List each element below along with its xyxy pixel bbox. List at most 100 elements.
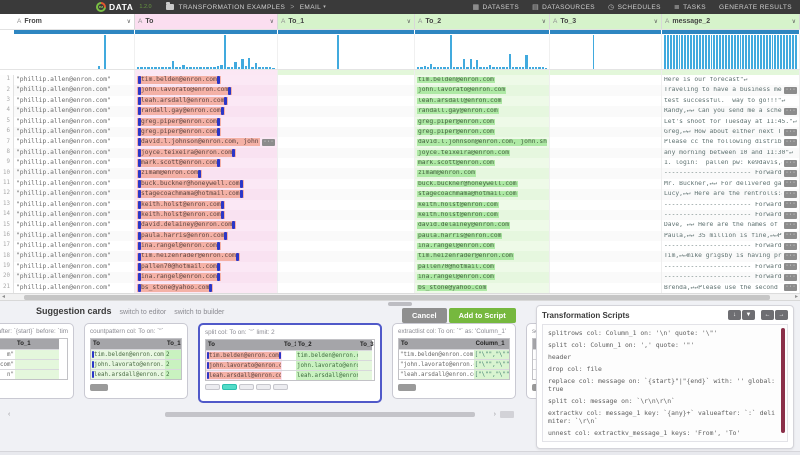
cell-to-3[interactable] [550, 261, 662, 273]
cell-to-3[interactable] [550, 241, 662, 252]
histogram-bar[interactable] [751, 35, 754, 69]
to2-highlighted-value[interactable]: ina.rangel@enron.com [417, 243, 495, 250]
histogram-bar[interactable] [675, 35, 678, 69]
histogram-bar[interactable] [742, 35, 745, 69]
histogram-bar[interactable] [433, 66, 436, 69]
cell-message-2[interactable]: Here is our forecast"↵ [662, 75, 800, 86]
cell-to[interactable]: buck.buckner@honeywell.com [135, 178, 278, 190]
cell-from[interactable]: "phillip.allen@enron.com" [14, 189, 135, 200]
histogram-bar[interactable] [492, 67, 495, 69]
cell-to-2[interactable]: randall.gay@enron.com [415, 106, 550, 117]
histogram-bar[interactable] [336, 35, 339, 69]
cell-to-2[interactable]: david.delainey@enron.com [415, 220, 550, 231]
cancel-button[interactable]: Cancel [402, 308, 447, 323]
histogram-bar[interactable] [525, 55, 528, 69]
histogram-bar[interactable] [791, 35, 794, 69]
histogram-bar[interactable] [426, 66, 430, 69]
to-highlighted-value[interactable]: keith.holst@enron.com [137, 200, 225, 209]
histogram-bar[interactable] [453, 66, 456, 69]
histogram-bar[interactable] [754, 35, 756, 69]
histogram-bar[interactable] [748, 35, 751, 69]
cell-to-2[interactable]: ina.rangel@enron.com [415, 272, 550, 283]
to-highlighted-value[interactable]: david.l.johnson@enron.com, john.shaf [137, 138, 261, 147]
histogram-bar[interactable] [719, 35, 722, 69]
to2-highlighted-value[interactable]: tim.belden@enron.com [417, 77, 495, 84]
column-header-to_3[interactable]: A To_3 ∨ [550, 14, 662, 29]
cell-message-2[interactable]: Greg,↵↵ How about either next Tuesd··· [662, 126, 800, 138]
cell-from[interactable]: "phillip.allen@enron.com" [14, 168, 135, 179]
to2-highlighted-value[interactable]: zimam@enron.com [417, 170, 476, 177]
cell-to[interactable]: bs_stone@yahoo.com [135, 282, 278, 293]
cell-to-3[interactable] [550, 147, 662, 158]
histogram-bar[interactable] [531, 66, 535, 69]
histogram-bar[interactable] [439, 66, 443, 69]
cell-to-3[interactable] [550, 106, 662, 117]
histogram-bar[interactable] [143, 66, 147, 69]
cell-to-3[interactable] [550, 168, 662, 179]
histogram-bar[interactable] [774, 35, 777, 69]
histogram-bar[interactable] [476, 60, 479, 69]
histogram-bar[interactable] [423, 65, 426, 69]
histogram-bar[interactable] [479, 66, 482, 69]
to2-highlighted-value[interactable]: david.l.johnson@enron.com, john.shafer@e… [417, 139, 547, 146]
suggestion-card[interactable]: split col: To on: `"` limit: 2 To To_1 To_2… [198, 323, 382, 403]
histogram-bar[interactable] [794, 35, 797, 69]
histogram-bar[interactable] [446, 66, 449, 69]
add-to-script-button[interactable]: Add to Script [448, 308, 516, 323]
histogram-bar[interactable] [777, 35, 780, 69]
cell-to-1[interactable] [278, 75, 415, 86]
cell-to-2[interactable]: tim.heizenrader@enron.com [415, 251, 550, 262]
script-line[interactable]: split col: Column_1 on: ',' quote: '"' [548, 341, 695, 349]
to-highlighted-value[interactable]: stagecoachmama@hotmail.com [137, 190, 244, 199]
cell-from[interactable]: "phillip.allen@enron.com" [14, 85, 135, 96]
histogram-bar[interactable] [678, 35, 681, 69]
histogram-bar[interactable] [472, 67, 476, 69]
histogram-bar[interactable] [762, 35, 765, 69]
cell-from[interactable]: "phillip.allen@enron.com" [14, 241, 135, 252]
histogram-bar[interactable] [417, 67, 420, 69]
filter-icon[interactable]: ▼ [742, 310, 755, 320]
card-page-dot[interactable] [256, 384, 271, 390]
cell-from[interactable]: "phillip.allen@enron.com" [14, 106, 135, 117]
chevron-down-icon[interactable]: ∨ [791, 19, 796, 25]
histogram-bar[interactable] [495, 66, 499, 69]
cards-scroll-right-icon[interactable]: › [493, 411, 496, 418]
histogram-bar[interactable] [251, 66, 254, 69]
histogram-bar[interactable] [202, 67, 206, 69]
histogram-bar[interactable] [502, 66, 505, 69]
panel-drag-handle[interactable] [388, 302, 412, 306]
cell-message-2[interactable]: 1. login: pallen pw: ke9davis,↵↵ I ··· [662, 158, 800, 169]
histogram-bar[interactable] [505, 67, 508, 69]
script-line[interactable]: splitrows col: Column_1 on: '\n' quote: … [548, 329, 718, 337]
cell-to[interactable]: paula.harris@enron.com [135, 230, 278, 241]
breadcrumb-project[interactable]: TRANSFORMATION EXAMPLES [178, 3, 286, 11]
switch-to-editor-link[interactable]: switch to editor [119, 309, 167, 316]
to-highlighted-value[interactable]: tim.heizenrader@enron.com [137, 252, 240, 261]
to2-highlighted-value[interactable]: tim.heizenrader@enron.com [417, 253, 514, 260]
histogram-bar[interactable] [783, 35, 786, 69]
cell-to-1[interactable] [278, 85, 415, 96]
suggestion-card[interactable]: countpattern col: To on: `"` To To_1 tim.be… [84, 323, 188, 399]
histogram-bar[interactable] [268, 67, 272, 69]
to2-highlighted-value[interactable]: leah.arsdall@enron.com [417, 97, 503, 105]
histogram-bar[interactable] [535, 67, 538, 69]
histogram-bar[interactable] [164, 67, 168, 69]
histogram-bar[interactable] [666, 35, 669, 69]
column-header-to_1[interactable]: A To_1 ∨ [278, 14, 415, 29]
cell-to-1[interactable] [278, 261, 415, 273]
cell-to-2[interactable]: david.l.johnson@enron.com, john.shafer@e… [415, 137, 550, 148]
card-page-dot[interactable] [222, 384, 237, 390]
histogram-bar[interactable] [489, 64, 492, 69]
histogram-bar[interactable] [175, 66, 178, 69]
card-page-dot[interactable] [273, 384, 288, 390]
cell-to[interactable]: tim.belden@enron.com [135, 75, 278, 86]
histogram-bar[interactable] [765, 35, 768, 69]
quality-bar-to_3[interactable] [550, 30, 662, 34]
histogram-bar[interactable] [272, 67, 275, 69]
histogram-bar[interactable] [137, 66, 140, 69]
cell-to-1[interactable] [278, 251, 415, 262]
cell-to-2[interactable]: greg.piper@enron.com [415, 116, 550, 127]
cards-scroll-left-icon[interactable]: ‹ [8, 411, 11, 418]
to-highlighted-value[interactable]: ina.rangel@enron.com [137, 273, 221, 282]
grid-scrollbar-thumb[interactable] [24, 295, 770, 300]
